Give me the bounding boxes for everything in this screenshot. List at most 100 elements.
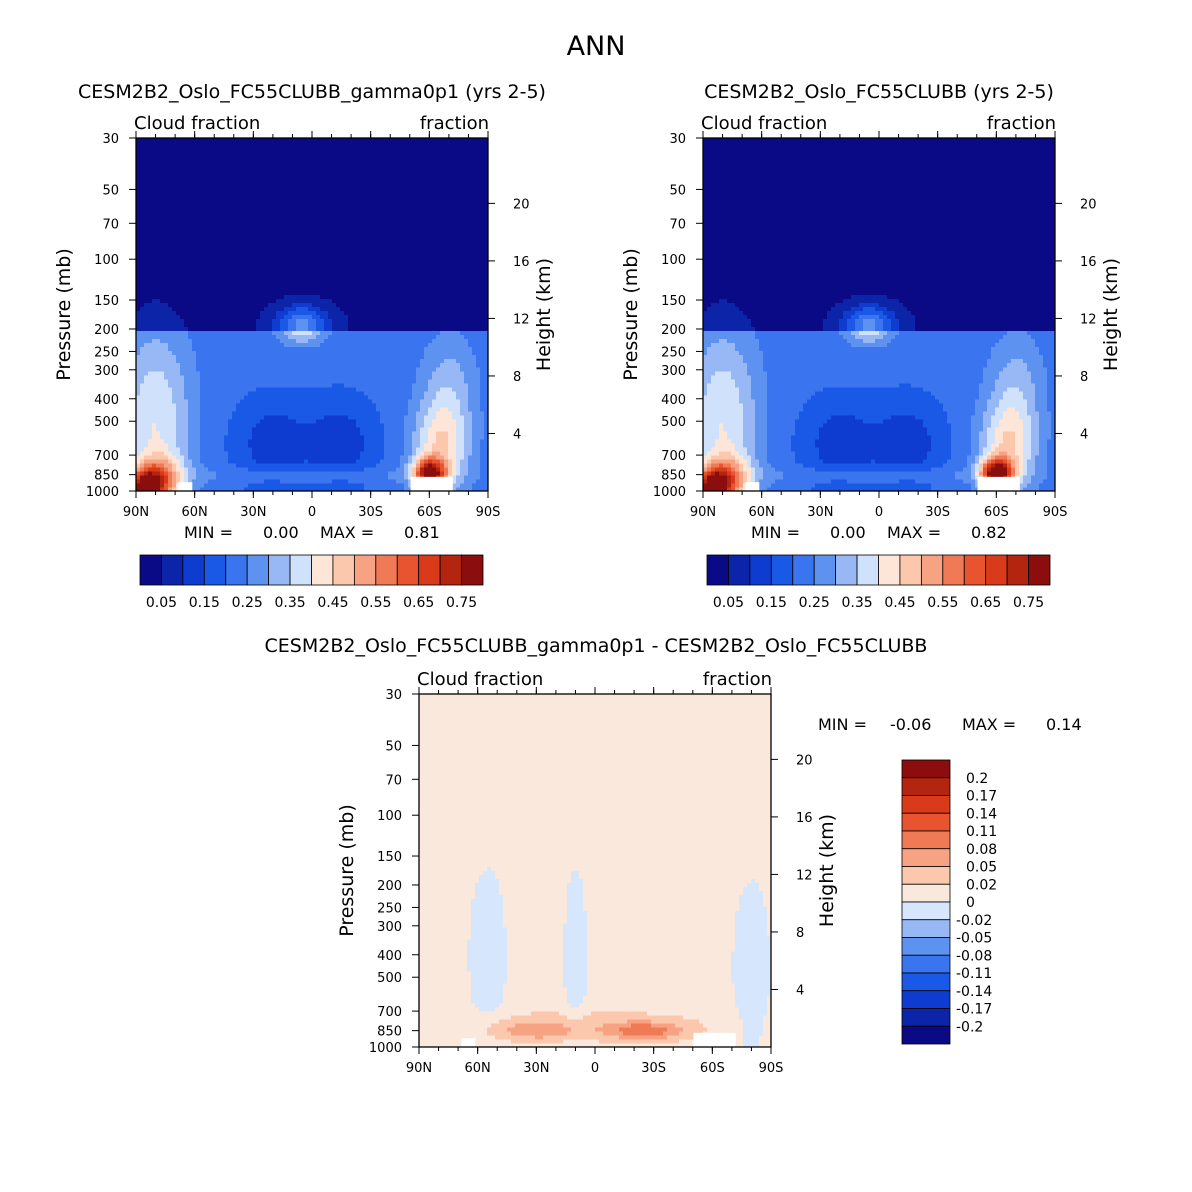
heatmap-cell: [164, 154, 169, 159]
heatmap-cell: [172, 242, 177, 247]
heatmap-cell: [196, 202, 201, 207]
heatmap-cell: [196, 158, 201, 163]
heatmap-cell: [200, 395, 205, 400]
heatmap-cell: [148, 383, 153, 388]
heatmap-cell: [196, 367, 201, 372]
chart-title: CESM2B2_Oslo_FC55CLUBB_gamma0p1 (yrs 2-5…: [78, 81, 546, 103]
heatmap-cell: [176, 407, 181, 412]
heatmap-cell: [136, 411, 141, 416]
heatmap-cell: [180, 463, 185, 468]
heatmap-cell: [204, 411, 209, 416]
heatmap-cell: [160, 391, 165, 396]
heatmap-cell: [136, 234, 141, 239]
heatmap-cell: [144, 254, 149, 259]
heatmap-cell: [152, 323, 157, 328]
heatmap-cell: [188, 138, 193, 143]
heatmap-cell: [200, 475, 205, 480]
heatmap-cell: [144, 286, 149, 291]
heatmap-cell: [188, 415, 193, 420]
heatmap-cell: [168, 475, 173, 480]
heatmap-cell: [156, 226, 161, 231]
heatmap-cell: [184, 310, 189, 315]
heatmap-cell: [164, 427, 169, 432]
heatmap-cell: [164, 270, 169, 275]
heatmap-cell: [148, 419, 153, 424]
heatmap-cell: [168, 206, 173, 211]
heatmap-cell: [180, 258, 185, 263]
heatmap-cell: [204, 387, 209, 392]
heatmap-cell: [140, 150, 145, 155]
heatmap-cell: [164, 226, 169, 231]
heatmap-cell: [156, 206, 161, 211]
heatmap-cell: [184, 351, 189, 356]
heatmap-cell: [168, 419, 173, 424]
heatmap-cell: [192, 415, 197, 420]
heatmap-cell: [144, 170, 149, 175]
heatmap-cell: [176, 379, 181, 384]
heatmap-cell: [184, 343, 189, 348]
heatmap-cell: [196, 443, 201, 448]
heatmap-cell: [156, 431, 161, 436]
heatmap-cell: [136, 142, 141, 147]
heatmap-cell: [144, 138, 149, 143]
heatmap-cell: [144, 331, 149, 336]
heatmap-cell: [176, 343, 181, 348]
heatmap-cell: [200, 262, 205, 267]
heatmap-cell: [192, 238, 197, 243]
heatmap-cell: [152, 391, 157, 396]
heatmap-cell: [200, 343, 205, 348]
heatmap-cell: [140, 254, 145, 259]
heatmap-cell: [152, 190, 157, 195]
heatmap-cell: [164, 319, 169, 324]
heatmap-cell: [136, 463, 141, 468]
heatmap-cell: [168, 467, 173, 472]
heatmap-cell: [172, 471, 177, 476]
heatmap-cell: [176, 306, 181, 311]
heatmap-cell: [204, 455, 209, 460]
heatmap-cell: [160, 190, 165, 195]
heatmap-cell: [168, 431, 173, 436]
heatmap-cell: [148, 327, 153, 332]
heatmap-cell: [148, 411, 153, 416]
heatmap-cell: [140, 391, 145, 396]
heatmap-cell: [148, 278, 153, 283]
heatmap-cell: [164, 387, 169, 392]
heatmap-cell: [172, 250, 177, 255]
heatmap-cell: [176, 206, 181, 211]
heatmap-cell: [136, 327, 141, 332]
heatmap-cell: [160, 359, 165, 364]
heatmap-cell: [148, 158, 153, 163]
heatmap-cell: [180, 238, 185, 243]
heatmap-cell: [152, 182, 157, 187]
heatmap-cell: [180, 254, 185, 259]
heatmap-cell: [160, 411, 165, 416]
heatmap-cell: [172, 371, 177, 376]
heatmap-cell: [148, 258, 153, 263]
heatmap-cell: [200, 383, 205, 388]
heatmap-cell: [156, 459, 161, 464]
heatmap-cell: [160, 399, 165, 404]
heatmap-cell: [156, 170, 161, 175]
heatmap-cell: [192, 266, 197, 271]
heatmap-cell: [204, 447, 209, 452]
heatmap-cell: [176, 439, 181, 444]
heatmap-cell: [176, 431, 181, 436]
heatmap-cell: [172, 158, 177, 163]
heatmap-cell: [148, 459, 153, 464]
heatmap-cell: [136, 218, 141, 223]
heatmap-cell: [172, 403, 177, 408]
heatmap-cell: [180, 435, 185, 440]
heatmap-cell: [184, 463, 189, 468]
heatmap-cell: [196, 359, 201, 364]
heatmap-cell: [160, 471, 165, 476]
heatmap-cell: [144, 182, 149, 187]
heatmap-cell: [200, 250, 205, 255]
heatmap-cell: [188, 375, 193, 380]
heatmap-cell: [180, 443, 185, 448]
heatmap-cell: [148, 339, 153, 344]
heatmap-cell: [144, 435, 149, 440]
heatmap-cell: [180, 262, 185, 267]
heatmap-cell: [164, 367, 169, 372]
heatmap-cell: [168, 258, 173, 263]
heatmap-cell: [168, 343, 173, 348]
